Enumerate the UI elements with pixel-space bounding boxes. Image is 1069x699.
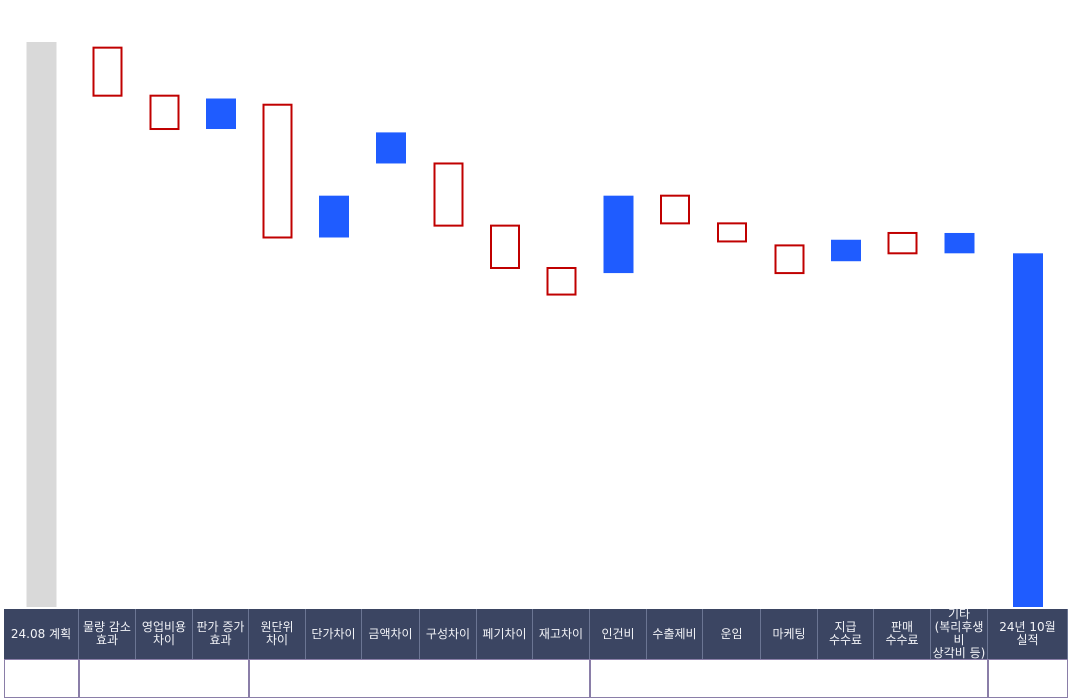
increase-bar xyxy=(944,232,975,254)
category-label: 금액차이 xyxy=(362,609,420,659)
decrease-bar xyxy=(717,222,747,243)
category-label: 운임 xyxy=(703,609,761,659)
category-label: 24년 10월 실적 xyxy=(988,609,1068,659)
category-label: 마케팅 xyxy=(761,609,818,659)
increase-bar xyxy=(206,98,236,130)
category-label: 페기차이 xyxy=(477,609,533,659)
decrease-bar xyxy=(433,162,464,227)
category-label: 인건비 xyxy=(590,609,647,659)
category-label: 24.08 계획 xyxy=(4,609,79,659)
decrease-bar xyxy=(774,244,805,275)
category-label: 재고차이 xyxy=(533,609,590,659)
category-label: 단가차이 xyxy=(306,609,362,659)
decrease-bar xyxy=(92,46,123,97)
decrease-bar xyxy=(546,267,577,296)
total-bar xyxy=(26,42,57,607)
increase-bar xyxy=(603,195,634,274)
increase-bar xyxy=(831,239,861,262)
decrease-bar xyxy=(490,224,520,269)
group-cell xyxy=(4,659,79,698)
decrease-bar xyxy=(262,103,293,239)
increase-bar xyxy=(376,132,406,164)
group-cell xyxy=(249,659,590,698)
category-label-row: 24.08 계획 물량 감소 효과 영업비용 차이 판가 증가 효과 원단위 차이 단가차… xyxy=(4,609,1068,659)
group-row xyxy=(4,659,1068,698)
category-label: 지급 수수료 xyxy=(818,609,874,659)
decrease-bar xyxy=(149,94,180,131)
category-label: 판가 증가 효과 xyxy=(193,609,249,659)
category-label: 물량 감소 효과 xyxy=(79,609,136,659)
decrease-bar xyxy=(887,231,918,255)
group-cell xyxy=(79,659,249,698)
category-label: 영업비용 차이 xyxy=(136,609,193,659)
decrease-bar xyxy=(660,194,690,225)
category-label: 원단위 차이 xyxy=(249,609,306,659)
category-label: 수출제비 xyxy=(647,609,703,659)
category-label: 구성차이 xyxy=(420,609,477,659)
waterfall-chart xyxy=(26,42,1043,607)
group-cell xyxy=(988,659,1068,698)
category-label: 판매 수수료 xyxy=(874,609,931,659)
group-cell xyxy=(590,659,988,698)
total-bar xyxy=(1013,253,1043,607)
category-label: 기타 (복리후생비 상각비 등) xyxy=(931,609,988,659)
increase-bar xyxy=(319,195,349,238)
